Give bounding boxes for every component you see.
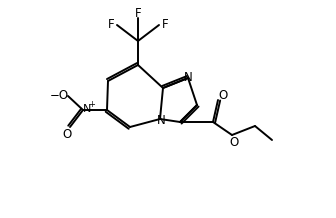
- Text: F: F: [162, 17, 168, 31]
- Text: −O: −O: [49, 89, 69, 102]
- Text: F: F: [108, 17, 114, 31]
- Text: N: N: [157, 114, 165, 126]
- Text: O: O: [62, 128, 72, 141]
- Text: O: O: [229, 136, 239, 148]
- Text: +: +: [89, 99, 95, 109]
- Text: O: O: [218, 89, 227, 102]
- Text: F: F: [135, 7, 141, 19]
- Text: N: N: [83, 104, 91, 114]
- Text: N: N: [184, 70, 193, 83]
